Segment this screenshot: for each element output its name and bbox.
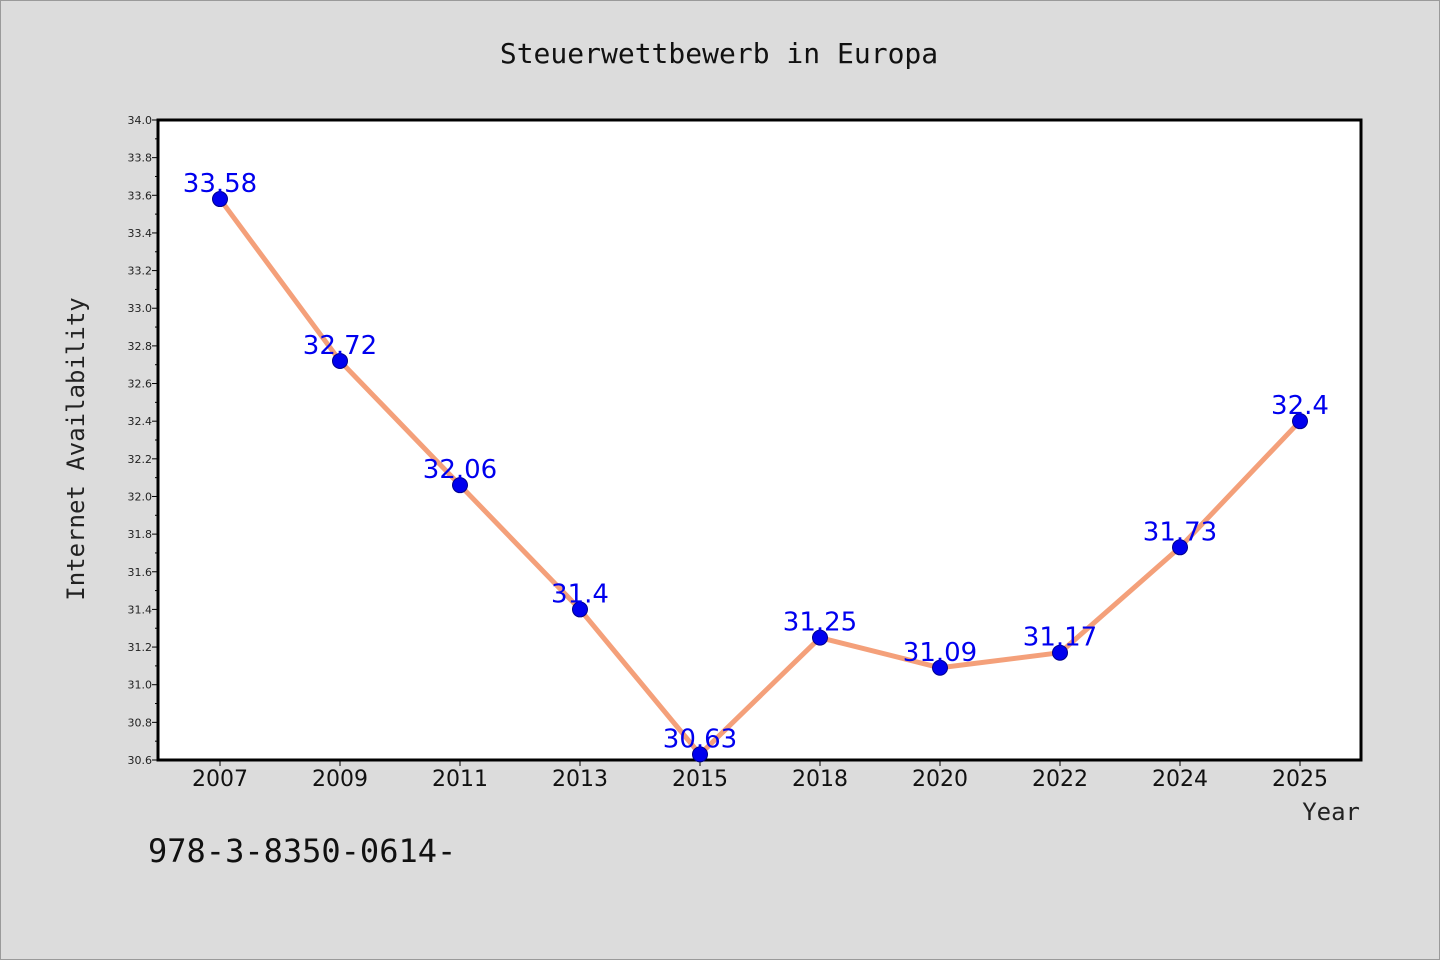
chart-title: Steuerwettbewerb in Europa (500, 37, 938, 70)
y-tick-label-8: 32.2 (128, 453, 153, 466)
y-tick-label-10: 32.6 (128, 378, 153, 391)
y-tick-label-7: 32.0 (128, 490, 153, 503)
x-tick-label-8: 2024 (1152, 767, 1208, 792)
data-label-8: 31.73 (1143, 517, 1217, 547)
footer-text: 978-3-8350-0614- (148, 832, 457, 870)
y-tick-label-1: 30.8 (128, 716, 153, 729)
data-point-9 (1292, 413, 1308, 430)
data-label-7: 31.17 (1023, 623, 1097, 653)
x-tick-label-6: 2020 (912, 767, 968, 792)
x-tick-label-3: 2013 (552, 767, 608, 792)
data-point-6 (932, 659, 948, 676)
data-point-4 (692, 746, 708, 763)
data-label-9: 32.4 (1271, 391, 1329, 421)
data-point-7 (1052, 644, 1068, 661)
y-tick-label-14: 33.4 (128, 227, 153, 240)
y-tick-label-5: 31.6 (128, 566, 153, 579)
data-label-5: 31.25 (783, 608, 857, 638)
x-tick-label-0: 2007 (192, 767, 248, 792)
data-label-2: 32.06 (423, 455, 497, 485)
y-tick-label-2: 31.0 (128, 679, 153, 692)
data-label-0: 33.58 (183, 169, 257, 199)
data-point-3 (572, 601, 588, 618)
data-point-8 (1172, 539, 1188, 556)
x-tick-label-9: 2025 (1272, 767, 1328, 792)
y-tick-label-9: 32.4 (128, 415, 153, 428)
y-axis: 30.6 30.8 31.0 31.2 31.4 31.6 31.8 32.0 32.2 32.4… (128, 114, 158, 767)
x-tick-label-4: 2015 (672, 767, 728, 792)
data-point-5 (812, 629, 828, 646)
plot-area (156, 118, 1363, 762)
x-axis: 2007 2009 2011 2013 2015 2018 2020 2022 2024 2025 (192, 760, 1328, 792)
x-tick-label-7: 2022 (1032, 767, 1088, 792)
x-axis-title: Year (1302, 798, 1360, 826)
y-tick-label-15: 33.6 (128, 189, 153, 202)
x-tick-label-5: 2018 (792, 767, 848, 792)
y-tick-label-4: 31.4 (128, 603, 153, 616)
y-tick-label-0: 30.6 (128, 754, 153, 767)
y-tick-label-3: 31.2 (128, 641, 153, 654)
data-label-group: 33.58 32.72 32.06 31.4 30.63 31.25 31.09 31.17 3… (183, 169, 1329, 754)
data-label-1: 32.72 (303, 331, 377, 361)
y-tick-label-16: 33.8 (128, 152, 153, 165)
y-tick-label-17: 34.0 (128, 114, 153, 127)
data-label-3: 31.4 (551, 579, 609, 609)
x-tick-label-2: 2011 (432, 767, 488, 792)
series-group (212, 191, 1308, 763)
y-tick-label-6: 31.8 (128, 528, 153, 541)
x-tick-label-1: 2009 (312, 767, 368, 792)
y-tick-label-12: 33.0 (128, 302, 153, 315)
data-point-0 (212, 191, 228, 208)
data-label-4: 30.63 (663, 724, 737, 754)
y-tick-label-13: 33.2 (128, 265, 153, 278)
data-label-6: 31.09 (903, 638, 977, 668)
y-axis-title: Internet Availability (62, 297, 90, 600)
data-point-1 (332, 352, 348, 369)
series-line-0 (217, 196, 1303, 757)
y-tick-label-11: 32.8 (128, 340, 153, 353)
data-point-2 (452, 477, 468, 494)
